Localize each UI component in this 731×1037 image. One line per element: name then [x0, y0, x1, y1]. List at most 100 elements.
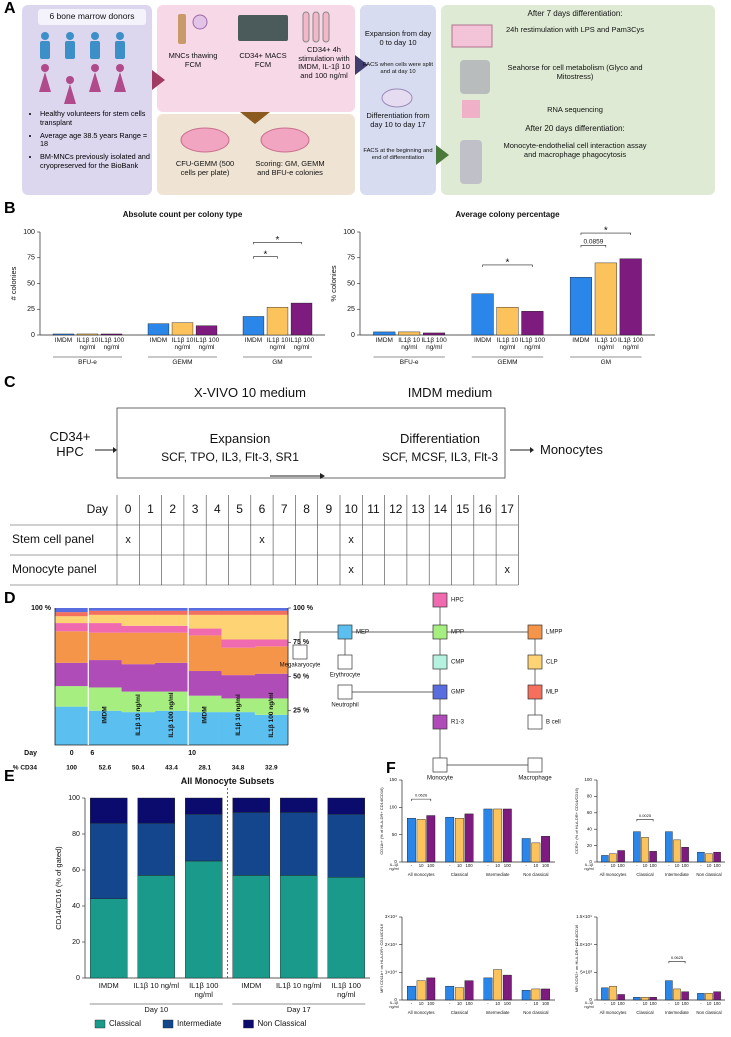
area-segment — [188, 614, 222, 629]
area-segment — [254, 714, 289, 745]
bar — [502, 974, 512, 1001]
bar-label: - — [604, 863, 606, 868]
area-segment — [188, 695, 222, 713]
arrow — [240, 112, 270, 124]
bar — [531, 842, 541, 863]
tree-label: Macrophage — [518, 776, 552, 782]
bar — [464, 980, 474, 1001]
tree-node — [527, 684, 543, 700]
y-tick-label: 25 — [27, 306, 35, 313]
area-segment — [154, 662, 189, 692]
bar-label: 10 — [610, 863, 616, 868]
arrow — [320, 473, 325, 479]
bar-label: 10 — [674, 1001, 680, 1006]
y-tick-label: 100 — [389, 805, 397, 810]
chart-title: All Monocyte Subsets — [180, 776, 275, 786]
area-segment — [55, 662, 89, 687]
bar-label: 100 — [681, 863, 689, 868]
tree-node — [527, 757, 543, 773]
bar — [493, 808, 503, 863]
area-segment — [121, 712, 156, 745]
column-label: IL1β 10 ng/ml — [235, 694, 242, 736]
bar — [697, 851, 705, 863]
bar — [673, 839, 681, 863]
bar-segment — [232, 797, 270, 813]
area-segment — [88, 614, 122, 624]
area-segment — [121, 614, 156, 626]
y-tick-label: 100 — [68, 795, 80, 802]
bar — [290, 302, 313, 336]
area-segment — [55, 631, 89, 663]
bar-segment — [137, 797, 175, 824]
bar — [416, 980, 426, 1001]
table-day: 9 — [326, 502, 333, 516]
y-tick-label: 100 % — [293, 605, 314, 612]
bar-label: IMDM — [244, 337, 263, 344]
group-label: All monocytes — [407, 872, 435, 877]
group-label: GM — [272, 359, 283, 366]
group-label: Non classical — [523, 872, 549, 877]
significance-bracket — [482, 264, 533, 267]
significance-bracket — [253, 256, 278, 259]
bar-label: 100 — [427, 1001, 435, 1006]
bar-label: 100 — [503, 863, 511, 868]
y-tick-label: 0 — [394, 997, 397, 1002]
step-text: Scoring: GM, GEMM and BFU-e colonies — [255, 159, 325, 177]
panel-mark: x — [125, 534, 131, 546]
y-tick-label: 40 — [587, 826, 593, 831]
panel-label: C — [4, 374, 16, 391]
y-tick-label: 0 — [394, 859, 397, 864]
group-label: All monocytes — [599, 872, 627, 877]
tree-node — [337, 654, 353, 670]
bar-segment — [90, 823, 128, 900]
bar-label: 10 — [418, 863, 424, 868]
bar — [609, 985, 617, 1001]
significance-label: 0.0859 — [583, 239, 603, 246]
factor-label: SCF, TPO, IL3, Flt-3, SR1 — [161, 450, 299, 464]
tree-label: Neutrophil — [331, 703, 358, 709]
area-segment — [55, 706, 89, 745]
bar-label: 100 — [503, 1001, 511, 1006]
bar-label: 10 — [642, 1001, 648, 1006]
bullet: Average age 38.5 years Range = 18 — [40, 131, 152, 150]
bar-segment — [137, 823, 175, 876]
bar-label: 100 — [427, 863, 435, 868]
tree-node — [432, 684, 448, 700]
tree-label: R1-3 — [451, 720, 465, 726]
bar-label: 100 — [649, 1001, 657, 1006]
tree-node — [432, 654, 448, 670]
tree-node — [527, 654, 543, 670]
x-axis-title: Day — [24, 750, 37, 757]
area-segment — [254, 673, 289, 699]
y-tick-label: 50 — [27, 280, 35, 287]
bar — [713, 851, 721, 863]
bar — [454, 818, 464, 863]
panel-label: F — [386, 760, 396, 777]
y-axis-title: % colonies — [329, 265, 338, 302]
panel-label: A — [4, 0, 16, 17]
row-label: Stem cell panel — [12, 532, 94, 546]
bar-label: - — [636, 863, 638, 868]
area-segment — [55, 686, 89, 707]
cd34-value: 43.4 — [165, 765, 178, 772]
table-day: 12 — [389, 502, 403, 516]
area-segment — [55, 612, 89, 617]
group-label: Classical — [450, 1010, 468, 1015]
bar-segment — [185, 797, 223, 815]
bar-label: 100 — [617, 863, 625, 868]
tree-node — [432, 624, 448, 640]
group-label: Non classical — [523, 1010, 549, 1015]
area-segment — [254, 608, 289, 611]
y-tick-label: 50 — [392, 832, 398, 837]
area-segment — [88, 710, 122, 745]
bar-label: IL1β 100 ng/ml — [288, 337, 315, 352]
significance-label: 0.0625 — [671, 955, 684, 960]
step-text: CFU-GEMM (500 cells per plate) — [175, 159, 235, 177]
area-segment — [221, 712, 256, 745]
process-box — [116, 407, 506, 479]
bar-label: - — [525, 1001, 527, 1006]
y-tick-label: 20 — [587, 843, 593, 848]
bar — [713, 991, 721, 1001]
y-tick-label: 60 — [587, 810, 593, 815]
cd34-value: 50.4 — [132, 765, 145, 772]
